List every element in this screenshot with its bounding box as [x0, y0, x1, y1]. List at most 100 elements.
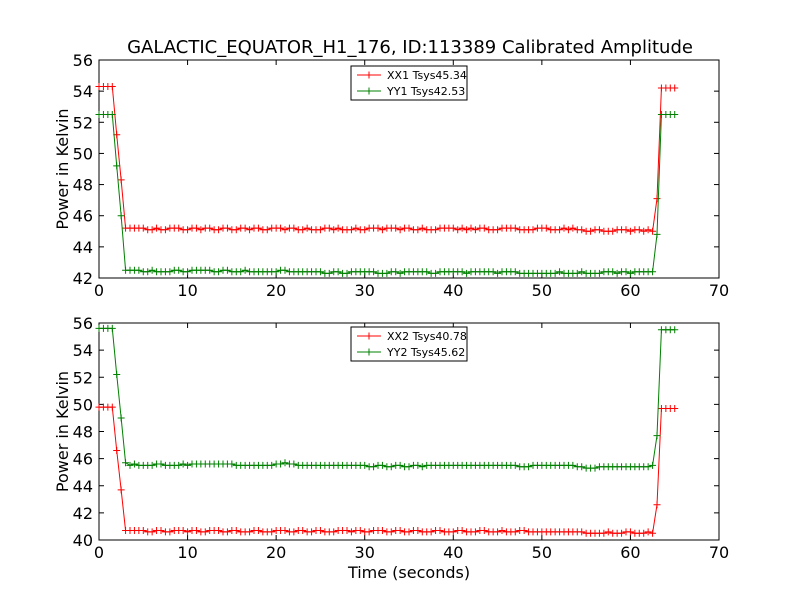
bottom-data-point	[290, 528, 298, 536]
top-data-point	[396, 226, 404, 234]
bottom-y-axis-label: Power in Kelvin	[53, 371, 72, 492]
bottom-data-point	[179, 527, 187, 535]
top-x-tick-label: 10	[177, 281, 197, 300]
bottom-data-point	[299, 527, 307, 535]
top-y-tick-label: 42	[73, 269, 93, 288]
bottom-y-tick-label: 44	[73, 477, 93, 496]
top-legend: XX1 Tsys45.34 YY1 Tsys42.53	[350, 65, 468, 101]
bottom-data-point	[520, 527, 528, 535]
top-data-point	[290, 224, 298, 232]
bottom-data-point	[290, 460, 298, 468]
bottom-y-tick-label: 52	[73, 368, 93, 387]
top-data-point	[223, 266, 231, 274]
top-data-point	[595, 226, 603, 234]
top-legend-entry: YY1 Tsys42.53	[386, 85, 465, 98]
bottom-x-tick-label: 70	[709, 543, 729, 562]
bottom-data-point	[254, 527, 262, 535]
bottom-data-point	[653, 501, 661, 509]
bottom-data-point	[113, 446, 121, 454]
bottom-x-tick-label: 60	[620, 543, 640, 562]
top-data-point	[184, 268, 192, 276]
top-data-point	[374, 224, 382, 232]
top-data-point	[671, 111, 679, 118]
bottom-data-point	[414, 461, 422, 469]
top-data-point	[463, 226, 471, 234]
bottom-x-tick-label: 20	[266, 543, 286, 562]
bottom-data-point	[405, 463, 413, 471]
top-data-point	[303, 224, 311, 232]
bottom-data-point	[113, 371, 121, 379]
bottom-data-point	[316, 527, 324, 535]
bottom-x-tick-label: 0	[94, 543, 104, 562]
top-data-point	[343, 269, 351, 277]
bottom-data-point	[281, 527, 289, 535]
top-data-point	[471, 226, 479, 234]
top-data-point	[299, 226, 307, 234]
top-data-point	[423, 268, 431, 276]
top-data-point	[489, 268, 497, 276]
top-data-point	[418, 224, 426, 232]
top-data-point	[325, 269, 333, 277]
bottom-data-point	[308, 528, 316, 536]
top-data-point	[613, 269, 621, 277]
bottom-y-tick-label: 50	[73, 395, 93, 414]
bottom-data-point	[600, 529, 608, 537]
top-data-point	[117, 212, 125, 220]
top-legend-entry: XX1 Tsys45.34	[387, 69, 467, 82]
bottom-data-point	[494, 528, 502, 536]
bottom-data-point	[201, 528, 209, 536]
top-data-point	[635, 226, 643, 234]
bottom-data-point	[122, 459, 130, 467]
bottom-data-point	[591, 464, 599, 472]
top-data-point	[626, 269, 634, 277]
top-data-point	[511, 224, 519, 232]
bottom-data-point	[108, 324, 116, 332]
top-data-point	[254, 224, 262, 232]
top-data-point	[511, 268, 519, 276]
top-data-point	[175, 266, 183, 274]
top-data-point	[241, 266, 249, 274]
bottom-data-point	[378, 461, 386, 469]
top-data-point	[467, 224, 475, 232]
top-data-point	[334, 268, 342, 276]
top-data-point	[334, 224, 342, 232]
top-data-point	[316, 268, 324, 276]
bottom-data-point	[569, 461, 577, 469]
bottom-data-point	[511, 461, 519, 469]
bottom-y-tick-label: 42	[73, 504, 93, 523]
bottom-data-point	[361, 461, 369, 469]
bottom-data-point	[223, 528, 231, 536]
top-data-point	[573, 269, 581, 277]
top-x-tick-label: 50	[532, 281, 552, 300]
bottom-y-tick-label: 48	[73, 423, 93, 442]
bottom-data-point	[644, 463, 652, 471]
bottom-x-tick-label: 40	[443, 543, 463, 562]
bottom-data-point	[640, 529, 648, 537]
top-data-point	[529, 226, 537, 234]
top-y-tick-label: 48	[73, 176, 93, 195]
bottom-data-point	[498, 527, 506, 535]
top-data-point	[144, 268, 152, 276]
bottom-data-point	[578, 463, 586, 471]
bottom-data-point	[277, 460, 285, 468]
top-data-point	[241, 224, 249, 232]
bottom-data-point	[418, 463, 426, 471]
top-data-point	[352, 224, 360, 232]
top-data-point	[432, 226, 440, 234]
top-y-tick-label: 52	[73, 113, 93, 132]
top-y-tick-label: 44	[73, 238, 93, 257]
bottom-y-tick-label: 54	[73, 341, 93, 360]
bottom-data-point	[649, 529, 657, 537]
top-data-point	[361, 226, 369, 234]
bottom-legend-marker	[365, 332, 373, 340]
bottom-data-point	[618, 529, 626, 537]
top-data-point	[463, 269, 471, 277]
bottom-data-point	[626, 528, 634, 536]
top-data-point	[622, 226, 630, 234]
top-panel: 0 10 20 30 40 50 60 70 42 44 46 48 50 52 54 56 Power in …	[53, 51, 729, 300]
top-data-point	[263, 226, 271, 234]
bottom-data-point	[653, 432, 661, 440]
bottom-data-point	[184, 461, 192, 469]
top-data-point	[148, 226, 156, 234]
